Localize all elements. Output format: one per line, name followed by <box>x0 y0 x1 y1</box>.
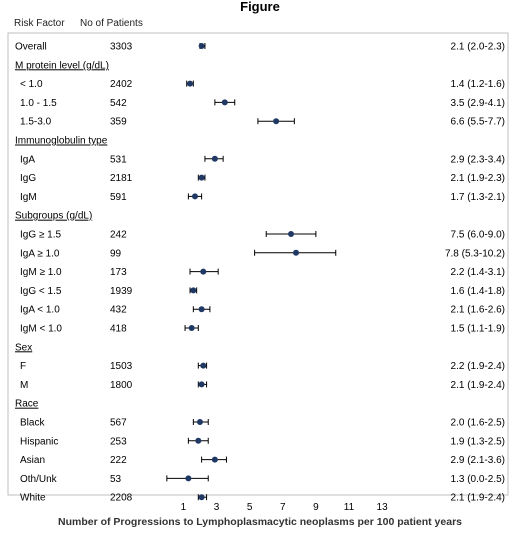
row-label: IgA < 1.0 <box>20 305 60 316</box>
point-estimate <box>200 268 207 275</box>
point-estimate <box>273 118 280 125</box>
point-estimate <box>200 362 207 369</box>
row-label: 1.5-3.0 <box>20 117 52 128</box>
row-label: IgM ≥ 1.0 <box>20 267 62 278</box>
row-patient-count: 2208 <box>110 493 133 504</box>
row-estimate-text: 2.1 (2.0-2.3) <box>451 42 505 53</box>
row-estimate-text: 1.3 (0.0-2.5) <box>451 474 505 485</box>
row-patient-count: 3303 <box>110 42 133 53</box>
row-estimate-text: 1.4 (1.2-1.6) <box>451 79 505 90</box>
row-label: White <box>20 493 46 504</box>
x-tick-label: 13 <box>377 502 389 513</box>
row-estimate-text: 7.8 (5.3-10.2) <box>445 248 505 259</box>
row-estimate-text: 2.9 (2.3-3.4) <box>451 154 505 165</box>
row-patient-count: 2402 <box>110 79 133 90</box>
x-tick-label: 7 <box>280 502 286 513</box>
x-tick-label: 11 <box>344 502 355 513</box>
row-patient-count: 418 <box>110 324 127 335</box>
row-estimate-text: 2.1 (1.9-2.4) <box>451 493 505 504</box>
row-label: Black <box>20 418 45 429</box>
row-label: IgM <box>20 192 37 203</box>
row-estimate-text: 2.1 (1.9-2.4) <box>451 380 505 391</box>
figure-title: Figure <box>240 0 280 14</box>
point-estimate <box>288 231 295 237</box>
group-label: Subgroups (g/dL) <box>15 211 92 222</box>
point-estimate <box>211 155 218 162</box>
row-label: IgA ≥ 1.0 <box>20 248 60 259</box>
row-label: IgA <box>20 154 35 165</box>
group-label: Sex <box>15 342 32 353</box>
row-patient-count: 1800 <box>110 380 133 391</box>
row-patient-count: 253 <box>110 436 127 447</box>
row-patient-count: 542 <box>110 98 127 109</box>
point-estimate <box>198 494 205 501</box>
row-label: IgG <box>20 173 36 184</box>
x-tick-label: 9 <box>313 502 319 513</box>
row-label: IgM < 1.0 <box>20 324 62 335</box>
row-label: IgG ≥ 1.5 <box>20 230 62 241</box>
row-patient-count: 432 <box>110 305 127 316</box>
row-estimate-text: 2.1 (1.6-2.6) <box>451 305 505 316</box>
point-estimate <box>198 174 205 181</box>
row-label: < 1.0 <box>20 79 43 90</box>
x-tick-label: 5 <box>247 502 253 513</box>
row-estimate-text: 2.1 (1.9-2.3) <box>451 173 505 184</box>
row-patient-count: 242 <box>110 230 127 241</box>
row-estimate-text: 3.5 (2.9-4.1) <box>451 98 505 109</box>
row-estimate-text: 2.2 (1.4-3.1) <box>451 267 505 278</box>
row-estimate-text: 1.7 (1.3-2.1) <box>451 192 505 203</box>
row-patient-count: 1939 <box>110 286 133 297</box>
group-label: Race <box>15 399 39 410</box>
row-patient-count: 2181 <box>110 173 133 184</box>
x-tick-label: 3 <box>214 502 220 513</box>
point-estimate <box>195 437 202 444</box>
row-label: Asian <box>20 455 45 466</box>
row-estimate-text: 6.6 (5.5-7.7) <box>451 117 505 128</box>
row-patient-count: 53 <box>110 474 122 485</box>
point-estimate <box>196 419 203 425</box>
group-label: Immunoglobulin type <box>15 136 108 147</box>
row-estimate-text: 2.9 (2.1-3.6) <box>451 455 505 466</box>
row-estimate-text: 2.0 (1.6-2.5) <box>451 418 505 429</box>
point-estimate <box>198 43 205 49</box>
point-estimate <box>198 306 205 313</box>
point-estimate <box>187 80 194 87</box>
point-estimate <box>191 193 198 200</box>
row-patient-count: 99 <box>110 248 122 259</box>
row-label: Oth/Unk <box>20 474 58 485</box>
point-estimate <box>185 475 192 482</box>
row-estimate-text: 1.6 (1.4-1.8) <box>451 286 505 297</box>
row-label: M <box>20 380 28 391</box>
row-patient-count: 222 <box>110 455 127 466</box>
plot-frame <box>7 32 509 496</box>
row-estimate-text: 1.9 (1.3-2.5) <box>451 436 505 447</box>
row-estimate-text: 1.5 (1.1-1.9) <box>451 324 505 335</box>
row-label: IgG < 1.5 <box>20 286 62 297</box>
row-label: Hispanic <box>20 436 58 447</box>
row-patient-count: 1503 <box>110 361 133 372</box>
row-label: 1.0 - 1.5 <box>20 98 57 109</box>
row-patient-count: 531 <box>110 154 127 165</box>
risk-factor-header: Risk Factor <box>14 18 65 29</box>
row-label: F <box>20 361 26 372</box>
point-estimate <box>221 99 228 106</box>
point-estimate <box>188 325 195 331</box>
row-label: Overall <box>15 42 47 53</box>
row-patient-count: 591 <box>110 192 127 203</box>
x-axis-label: Number of Progressions to Lymphoplasmacy… <box>58 516 462 528</box>
row-patient-count: 567 <box>110 418 127 429</box>
point-estimate <box>211 456 218 463</box>
point-estimate <box>190 287 197 294</box>
row-patient-count: 359 <box>110 117 127 128</box>
row-estimate-text: 2.2 (1.9-2.4) <box>451 361 505 372</box>
point-estimate <box>198 381 205 388</box>
group-label: M protein level (g/dL) <box>15 60 109 71</box>
point-estimate <box>293 249 300 256</box>
patients-header: No of Patients <box>80 18 143 29</box>
row-patient-count: 173 <box>110 267 127 278</box>
row-estimate-text: 7.5 (6.0-9.0) <box>451 230 505 241</box>
x-tick-label: 1 <box>181 502 187 513</box>
